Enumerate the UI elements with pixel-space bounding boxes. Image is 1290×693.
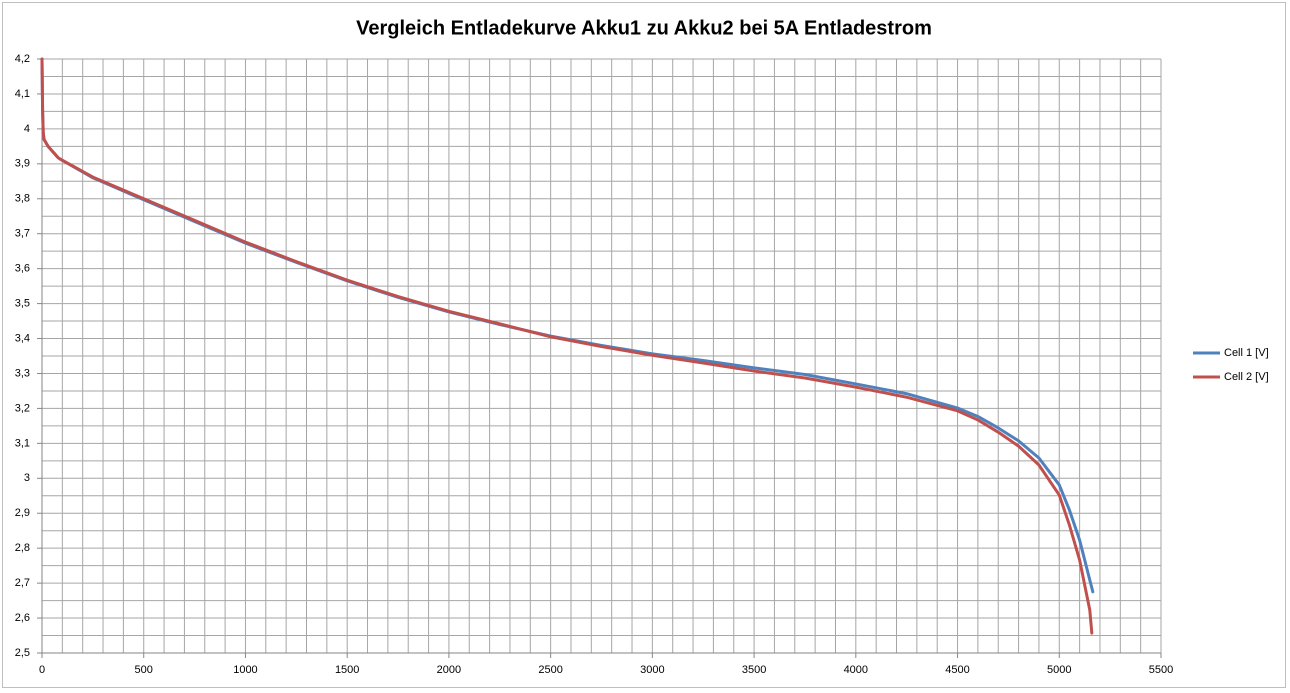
x-tick-label: 2000 xyxy=(437,664,461,676)
x-tick-label: 5500 xyxy=(1149,664,1173,676)
x-tick-label: 3500 xyxy=(742,664,766,676)
x-tick-label: 1000 xyxy=(233,664,257,676)
x-tick-label: 4500 xyxy=(945,664,969,676)
y-tick-label: 2,7 xyxy=(15,577,30,589)
chart-title: Vergleich Entladekurve Akku1 zu Akku2 be… xyxy=(356,17,932,39)
y-tick-label: 4,2 xyxy=(15,53,30,65)
x-tick-label: 1500 xyxy=(335,664,359,676)
y-tick-label: 3,9 xyxy=(15,158,30,170)
line-series xyxy=(40,57,1094,635)
legend-label: Cell 2 [V] xyxy=(1224,371,1269,383)
y-tick-label: 3 xyxy=(24,472,30,484)
y-tick-label: 3,5 xyxy=(15,297,30,309)
x-tick-label: 3000 xyxy=(640,664,664,676)
legend-label: Cell 1 [V] xyxy=(1224,347,1269,359)
y-tick-label: 2,8 xyxy=(15,542,30,554)
y-tick-label: 3,2 xyxy=(15,402,30,414)
y-tick-label: 4,1 xyxy=(15,88,30,100)
y-tick-label: 2,9 xyxy=(15,507,30,519)
x-tick-label: 5000 xyxy=(1047,664,1071,676)
y-tick-label: 3,4 xyxy=(15,332,30,344)
y-tick-label: 2,5 xyxy=(15,647,30,659)
x-tick-label: 0 xyxy=(39,664,45,676)
x-tick-label: 4000 xyxy=(844,664,868,676)
y-tick-label: 3,7 xyxy=(15,228,30,240)
y-tick-label: 3,6 xyxy=(15,263,30,275)
y-tick-label: 3,1 xyxy=(15,437,30,449)
y-tick-label: 3,8 xyxy=(15,193,30,205)
y-tick-label: 3,3 xyxy=(15,367,30,379)
y-tick-label: 4 xyxy=(24,123,30,135)
x-tick-label: 2500 xyxy=(538,664,562,676)
x-tick-label: 500 xyxy=(135,664,153,676)
y-tick-label: 2,6 xyxy=(15,612,30,624)
